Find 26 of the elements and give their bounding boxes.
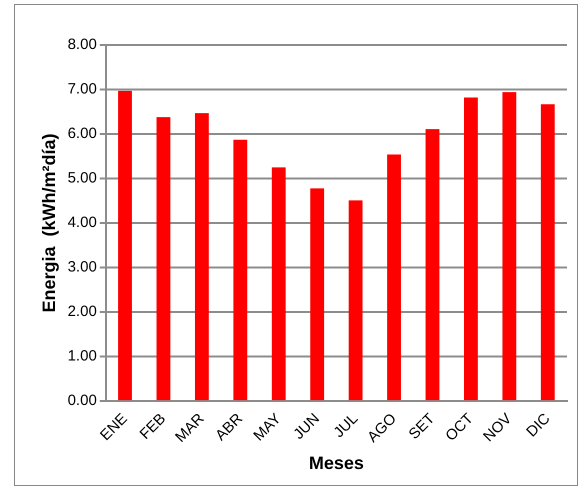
x-axis-title: Meses: [308, 453, 364, 474]
x-tick-label: DIC: [523, 410, 554, 440]
bar: [118, 90, 132, 400]
bar: [156, 117, 170, 400]
y-tick-label: 6.00: [68, 125, 97, 142]
bar: [387, 154, 401, 400]
bar: [464, 98, 478, 400]
y-tick-label: 4.00: [68, 214, 97, 232]
bar: [426, 129, 440, 400]
y-tick-label: 8.00: [68, 36, 97, 54]
x-tick-label: JUL: [330, 410, 362, 442]
y-tick-label: 2.00: [68, 303, 97, 320]
y-tick-label: 1.00: [68, 348, 97, 365]
y-tick-label: 3.00: [68, 258, 97, 276]
bar: [310, 188, 324, 400]
x-tick-label: FEB: [136, 410, 170, 443]
y-tick-label: 7.00: [68, 80, 97, 98]
y-tick-label: 5.00: [68, 170, 97, 187]
bar: [233, 140, 248, 400]
bar: [272, 167, 286, 400]
y-axis-title: Energia (kWh/m²día): [38, 134, 59, 313]
bar: [540, 104, 555, 400]
bar: [348, 200, 363, 400]
bar: [502, 92, 516, 400]
y-tick-label: 0.00: [68, 392, 97, 410]
bar: [194, 113, 209, 400]
